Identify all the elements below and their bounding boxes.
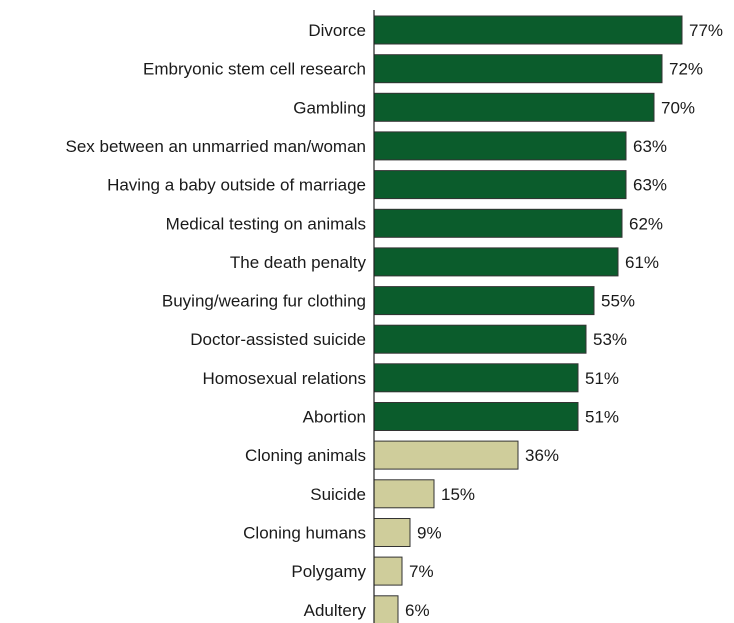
category-label-0: Divorce <box>308 21 366 40</box>
bar-8 <box>373 324 587 354</box>
value-label-9: 51% <box>585 369 619 388</box>
bar-12 <box>373 479 435 509</box>
category-label-1: Embryonic stem cell research <box>143 60 366 79</box>
value-label-12: 15% <box>441 485 475 504</box>
value-label-5: 62% <box>629 214 663 233</box>
bar-7 <box>373 286 595 316</box>
bar-0 <box>373 15 683 45</box>
bar-4 <box>373 170 627 200</box>
category-label-2: Gambling <box>293 98 366 117</box>
bar-5 <box>373 208 623 238</box>
value-label-15: 6% <box>405 601 430 620</box>
value-label-14: 7% <box>409 562 434 581</box>
bar-2 <box>373 92 655 122</box>
category-label-3: Sex between an unmarried man/woman <box>66 137 367 156</box>
value-label-8: 53% <box>593 330 627 349</box>
value-label-11: 36% <box>525 446 559 465</box>
category-label-9: Homosexual relations <box>203 369 366 388</box>
bar-3 <box>373 131 627 161</box>
value-label-13: 9% <box>417 524 442 543</box>
bar-15 <box>373 595 399 623</box>
value-labels-group: 77% 72% 70% 63% 63% 62% 61% 55% 53% 51% 51% 36% 15% 9… <box>405 21 723 620</box>
category-label-11: Cloning animals <box>245 446 366 465</box>
category-label-7: Buying/wearing fur clothing <box>162 292 366 311</box>
category-label-13: Cloning humans <box>243 524 366 543</box>
bars-group <box>373 15 683 623</box>
bar-13 <box>373 518 411 547</box>
category-label-8: Doctor-assisted suicide <box>190 330 366 349</box>
category-label-6: The death penalty <box>230 253 367 272</box>
value-label-1: 72% <box>669 60 703 79</box>
bar-1 <box>373 54 663 84</box>
category-label-12: Suicide <box>310 485 366 504</box>
value-label-3: 63% <box>633 137 667 156</box>
value-label-6: 61% <box>625 253 659 272</box>
value-label-4: 63% <box>633 176 667 195</box>
category-label-10: Abortion <box>303 408 366 427</box>
bar-9 <box>373 363 579 393</box>
category-label-5: Medical testing on animals <box>166 214 366 233</box>
bar-11 <box>373 440 519 470</box>
category-label-15: Adultery <box>304 601 367 620</box>
category-label-4: Having a baby outside of marriage <box>107 176 366 195</box>
value-label-7: 55% <box>601 292 635 311</box>
category-label-14: Polygamy <box>291 562 366 581</box>
bar-6 <box>373 247 619 277</box>
value-label-10: 51% <box>585 408 619 427</box>
value-label-0: 77% <box>689 21 723 40</box>
category-labels-group: Divorce Embryonic stem cell research Gambl… <box>66 21 367 620</box>
bar-10 <box>373 402 579 431</box>
value-label-2: 70% <box>661 98 695 117</box>
bar-14 <box>373 556 403 586</box>
